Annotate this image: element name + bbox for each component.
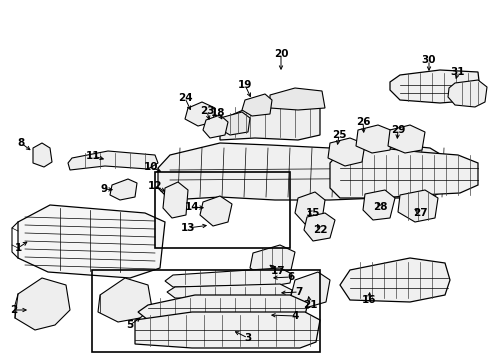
Polygon shape <box>184 102 215 126</box>
Polygon shape <box>110 179 137 200</box>
Polygon shape <box>242 94 271 116</box>
Polygon shape <box>304 213 334 241</box>
Polygon shape <box>294 192 325 224</box>
Text: 26: 26 <box>355 117 369 127</box>
Polygon shape <box>167 284 291 301</box>
Polygon shape <box>397 190 437 222</box>
Polygon shape <box>339 258 449 302</box>
Text: 15: 15 <box>305 208 320 218</box>
Text: 30: 30 <box>421 55 435 65</box>
Text: 10: 10 <box>143 162 158 172</box>
Text: 5: 5 <box>126 320 133 330</box>
Text: 21: 21 <box>302 300 317 310</box>
Polygon shape <box>18 205 164 278</box>
Polygon shape <box>447 80 486 107</box>
Polygon shape <box>355 125 392 153</box>
Text: 19: 19 <box>237 80 252 90</box>
Text: 9: 9 <box>100 184 107 194</box>
Bar <box>92 270 319 352</box>
Polygon shape <box>290 272 329 308</box>
Text: 11: 11 <box>85 151 100 161</box>
Polygon shape <box>203 115 227 138</box>
Text: 18: 18 <box>210 108 225 118</box>
Polygon shape <box>249 245 294 277</box>
Text: 8: 8 <box>18 138 24 148</box>
Text: 29: 29 <box>390 125 405 135</box>
Text: 13: 13 <box>181 223 195 233</box>
Polygon shape <box>389 70 479 103</box>
Polygon shape <box>218 112 249 135</box>
Polygon shape <box>98 278 152 322</box>
Text: 24: 24 <box>177 93 192 103</box>
Polygon shape <box>269 88 325 110</box>
Polygon shape <box>329 148 477 198</box>
Text: 2: 2 <box>10 305 18 315</box>
Text: 12: 12 <box>147 181 162 191</box>
Polygon shape <box>158 143 449 200</box>
Polygon shape <box>138 295 307 320</box>
Text: 25: 25 <box>331 130 346 140</box>
Text: 20: 20 <box>273 49 287 59</box>
Text: 16: 16 <box>361 295 375 305</box>
Polygon shape <box>161 162 183 181</box>
Text: 6: 6 <box>287 272 294 282</box>
Polygon shape <box>220 103 319 140</box>
Polygon shape <box>163 182 187 218</box>
Text: 31: 31 <box>450 67 464 77</box>
Polygon shape <box>15 278 70 330</box>
Polygon shape <box>135 312 319 348</box>
Text: 14: 14 <box>184 202 199 212</box>
Text: 1: 1 <box>14 243 21 253</box>
Polygon shape <box>200 196 231 226</box>
Polygon shape <box>164 268 291 287</box>
Polygon shape <box>68 151 158 170</box>
Bar <box>155 172 289 248</box>
Polygon shape <box>33 143 52 167</box>
Text: 27: 27 <box>412 208 427 218</box>
Polygon shape <box>327 138 364 166</box>
Text: 17: 17 <box>270 266 285 276</box>
Text: 4: 4 <box>291 311 298 321</box>
Polygon shape <box>387 125 424 153</box>
Text: 28: 28 <box>372 202 386 212</box>
Text: 3: 3 <box>244 333 251 343</box>
Text: 22: 22 <box>312 225 326 235</box>
Text: 7: 7 <box>295 287 302 297</box>
Text: 23: 23 <box>199 106 214 116</box>
Polygon shape <box>362 190 394 220</box>
